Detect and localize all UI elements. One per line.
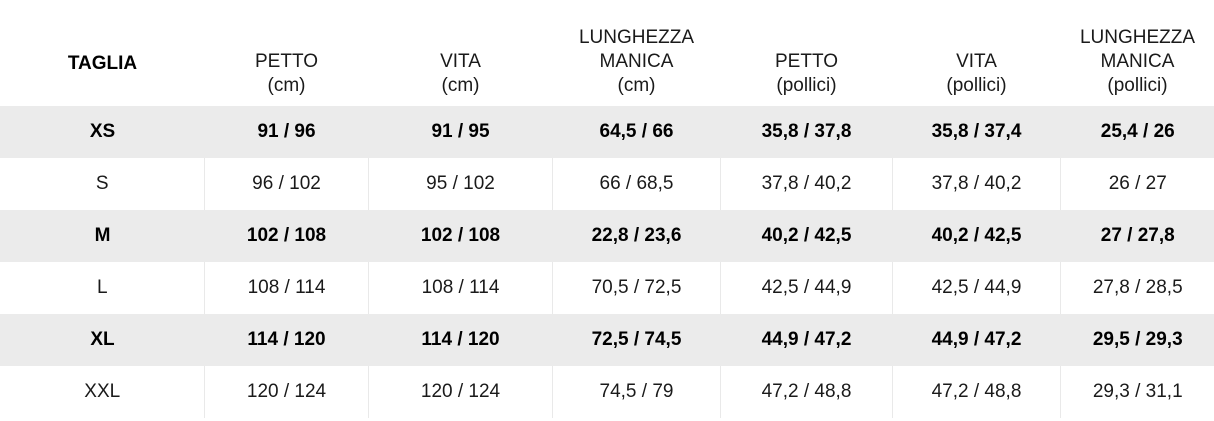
header-line: LUNGHEZZA [1079,27,1196,48]
table-cell: 22,8 / 23,6 [552,210,721,262]
header-line: (pollici) [776,75,837,96]
size-label: L [96,277,108,298]
size-label: M [0,210,205,262]
header-lunghezza-manica-pollici: LUNGHEZZA MANICA (pollici) [1061,0,1214,106]
table-cell: 95 / 102 [368,158,553,210]
size-label: XL [0,314,205,366]
table-cell: 27,8 / 28,5 [1060,262,1214,314]
header-line: (pollici) [1107,75,1168,96]
table-row: S 96 / 102 95 / 102 66 / 68,5 37,8 / 40,… [1,158,1214,210]
header-petto-cm: PETTO (cm) [205,0,369,106]
table-body: XS 91 / 96 91 / 95 64,5 / 66 35,8 / 37,8… [0,106,1214,418]
header-line: PETTO [255,51,318,72]
table-cell: 25,4 / 26 [1060,106,1214,158]
table-cell: 64,5 / 66 [552,106,721,158]
table-cell: 29,5 / 29,3 [1060,314,1214,366]
table-cell: 40,2 / 42,5 [720,210,893,262]
table-cell: 72,5 / 74,5 [552,314,721,366]
table-cell: 96 / 102 [204,158,369,210]
table-cell: 44,9 / 47,2 [892,314,1061,366]
header-petto-pollici: PETTO (pollici) [721,0,893,106]
table-cell: 91 / 95 [368,106,553,158]
table-cell: 44,9 / 47,2 [720,314,893,366]
table-cell: 47,2 / 48,8 [720,366,893,418]
header-line: TAGLIA [67,53,138,74]
header-line: LUNGHEZZA [578,27,695,48]
table-cell: 27 / 27,8 [1060,210,1214,262]
table-cell: 120 / 124 [368,366,553,418]
table-row: XS 91 / 96 91 / 95 64,5 / 66 35,8 / 37,8… [0,106,1214,158]
size-label: XS [0,106,205,158]
table-cell: 108 / 114 [204,262,369,314]
table-cell: 42,5 / 44,9 [720,262,893,314]
header-line: VITA [440,51,481,72]
header-lunghezza-manica-cm: LUNGHEZZA MANICA (cm) [553,0,721,106]
table-row: L 108 / 114 108 / 114 70,5 / 72,5 42,5 /… [1,262,1214,314]
header-row: TAGLIA PETTO (cm) VITA (cm) LUNGHEZZA MA… [1,0,1214,106]
table-cell: 35,8 / 37,8 [720,106,893,158]
table-cell: 114 / 120 [368,314,553,366]
header-vita-cm: VITA (cm) [369,0,553,106]
header-line: (cm) [441,75,480,96]
header-line: MANICA [599,51,674,72]
header-taglia: TAGLIA [1,0,205,106]
table-cell: 66 / 68,5 [552,158,721,210]
header-vita-pollici: VITA (pollici) [893,0,1061,106]
table-header: TAGLIA PETTO (cm) VITA (cm) LUNGHEZZA MA… [1,0,1214,106]
size-label: S [95,173,109,194]
table-cell: 108 / 114 [368,262,553,314]
table-cell: 102 / 108 [368,210,553,262]
table-cell: 91 / 96 [204,106,369,158]
header-line: (pollici) [946,75,1007,96]
size-label: XXL [84,381,121,402]
header-line: PETTO [775,51,838,72]
header-line: MANICA [1100,51,1175,72]
header-line: VITA [956,51,997,72]
table-row: XL 114 / 120 114 / 120 72,5 / 74,5 44,9 … [0,314,1214,366]
table-cell: 40,2 / 42,5 [892,210,1061,262]
table-cell: 37,8 / 40,2 [892,158,1061,210]
table-cell: 47,2 / 48,8 [892,366,1061,418]
table-cell: 26 / 27 [1060,158,1214,210]
table-cell: 35,8 / 37,4 [892,106,1061,158]
table-row: M 102 / 108 102 / 108 22,8 / 23,6 40,2 /… [0,210,1214,262]
table-cell: 114 / 120 [204,314,369,366]
table-cell: 29,3 / 31,1 [1060,366,1214,418]
table-row: XXL 120 / 124 120 / 124 74,5 / 79 47,2 /… [1,366,1214,418]
table-cell: 37,8 / 40,2 [720,158,893,210]
table-cell: 120 / 124 [204,366,369,418]
table-cell: 102 / 108 [204,210,369,262]
header-line: (cm) [617,75,656,96]
table-cell: 74,5 / 79 [552,366,721,418]
table-cell: 42,5 / 44,9 [892,262,1061,314]
table-cell: 70,5 / 72,5 [552,262,721,314]
header-line: (cm) [267,75,306,96]
